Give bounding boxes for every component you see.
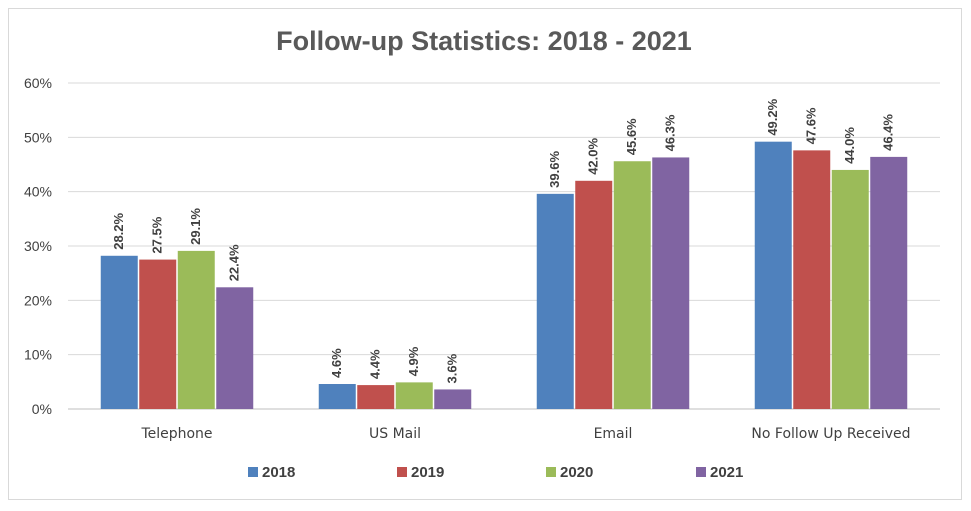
y-tick-label: 50% — [24, 129, 52, 145]
data-label: 29.1% — [188, 208, 203, 245]
y-tick-label: 60% — [24, 75, 52, 91]
bar-2020-email — [613, 161, 651, 409]
y-tick-label: 0% — [32, 401, 52, 417]
bars — [100, 141, 908, 409]
data-label: 4.9% — [406, 346, 421, 376]
data-label: 4.6% — [329, 348, 344, 378]
category-label: US Mail — [369, 426, 421, 442]
bar-2019-telephone — [139, 259, 177, 409]
legend-swatch-2020 — [546, 467, 556, 477]
bar-2018-us-mail — [318, 384, 356, 409]
data-labels: 28.2% 27.5% 29.1% 22.4% 4.6% 4.4% 4.9% 3.6% 39.6… — [111, 98, 896, 383]
y-tick-label: 10% — [24, 347, 52, 363]
legend-label-2018: 2018 — [262, 464, 295, 481]
bar-2020-telephone — [177, 250, 215, 409]
bar-2020-us-mail — [395, 382, 433, 409]
y-axis-ticks: 0% 10% 20% 30% 40% 50% 60% — [24, 75, 52, 417]
bar-2021-no-follow-up-received — [870, 156, 908, 409]
legend-label-2020: 2020 — [560, 464, 593, 481]
category-label: Email — [594, 426, 633, 442]
bar-2018-no-follow-up-received — [754, 141, 792, 409]
category-label: Telephone — [140, 426, 212, 442]
bar-2018-telephone — [100, 255, 138, 409]
legend-label-2021: 2021 — [710, 464, 743, 481]
bar-2021-us-mail — [434, 389, 472, 409]
data-label: 46.3% — [663, 114, 678, 151]
bar-2018-email — [536, 193, 574, 409]
legend: 2018 2019 2020 2021 — [248, 464, 743, 481]
data-label: 3.6% — [445, 353, 460, 383]
bar-2019-no-follow-up-received — [793, 150, 831, 409]
data-label: 44.0% — [842, 127, 857, 164]
legend-label-2019: 2019 — [411, 464, 444, 481]
data-label: 47.6% — [804, 107, 819, 144]
data-label: 22.4% — [227, 244, 242, 281]
bar-2021-email — [652, 157, 690, 409]
data-label: 49.2% — [765, 98, 780, 135]
legend-swatch-2018 — [248, 467, 258, 477]
bar-2019-us-mail — [357, 385, 395, 409]
bar-2019-email — [575, 180, 613, 409]
legend-swatch-2021 — [696, 467, 706, 477]
bar-2020-no-follow-up-received — [831, 169, 869, 409]
data-label: 45.6% — [624, 118, 639, 155]
chart-title: Follow-up Statistics: 2018 - 2021 — [276, 26, 692, 56]
data-label: 42.0% — [586, 137, 601, 174]
y-tick-label: 40% — [24, 184, 52, 200]
legend-swatch-2019 — [397, 467, 407, 477]
y-tick-label: 30% — [24, 238, 52, 254]
data-label: 28.2% — [111, 212, 126, 249]
category-label: No Follow Up Received — [751, 426, 910, 442]
data-label: 27.5% — [150, 216, 165, 253]
bar-2021-telephone — [216, 287, 254, 409]
data-label: 4.4% — [368, 349, 383, 379]
data-label: 39.6% — [547, 151, 562, 188]
data-label: 46.4% — [881, 114, 896, 151]
category-labels: Telephone US Mail Email No Follow Up Receiv… — [140, 426, 910, 442]
y-tick-label: 20% — [24, 292, 52, 308]
